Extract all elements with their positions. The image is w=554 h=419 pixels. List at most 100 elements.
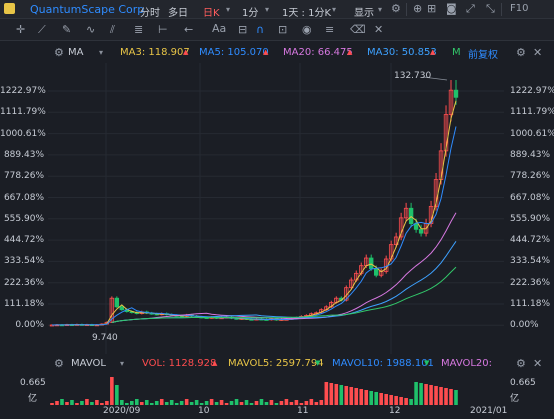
date-label: 11 [297,406,309,416]
volume-bar [154,401,159,405]
tab-range[interactable]: 1天 : 1分K [282,8,332,19]
arrow-left-icon[interactable]: ← [184,23,194,36]
volume-bar [229,401,234,405]
volume-bar [389,395,393,405]
chevron-down-icon[interactable]: ▾ [99,48,104,57]
ma-indicator-name[interactable]: MA [68,47,84,58]
layers-icon[interactable]: ≡ [325,23,335,36]
tab-daily-k[interactable]: 日K [203,8,220,19]
ruler-icon[interactable]: ⊟ [238,23,248,36]
price-axis-label: 1000.61% [0,128,46,139]
volume-bar [319,400,324,405]
volume-bar [164,402,169,405]
volume-bar [329,383,334,405]
volume-bar [439,387,443,405]
ma60-value: M [452,47,461,58]
close-icon[interactable]: ✕ [533,357,543,370]
chevron-down-icon[interactable]: ▾ [265,5,270,14]
settings-icon[interactable]: ⚙ [516,46,526,59]
settings-icon[interactable]: ⚙ [391,2,401,15]
candle [114,297,120,308]
ma-legend: ⚙ MA ▾ MA3: 118.907 ▲ MA5: 105.070 ▲ MA2… [0,41,554,63]
volume-bar [194,400,199,405]
mavol10-value: MAVOL10: 1988.101 [332,358,434,369]
settings-icon[interactable]: ⚙ [516,357,526,370]
parallel-icon[interactable]: ⫽ [110,23,115,36]
chevron-down-icon[interactable]: ▾ [120,359,125,368]
volume-bar [239,402,244,405]
volume-bar [304,401,309,405]
camera-icon[interactable]: ◙ [446,2,457,15]
price-axis-label: 444.72% [3,235,44,246]
vol-indicator-name[interactable]: MAVOL [71,358,106,369]
price-axis-label: 1111.79% [0,107,46,118]
channel-icon[interactable]: ∿ [86,23,96,36]
pen-icon[interactable]: ✎ [62,23,72,36]
magnet-icon[interactable]: ∩ [256,23,265,36]
chevron-down-icon[interactable]: ▾ [378,5,383,14]
close-icon[interactable]: ✕ [374,23,384,36]
volume-chart[interactable] [48,374,504,405]
candle [49,324,55,327]
price-axis-label: 1222.97% [0,86,46,96]
volume-bar [379,393,383,405]
price-axis-label: 333.54% [510,256,551,267]
trash-icon[interactable]: ⌫ [350,23,366,36]
volume-bar [50,403,54,405]
close-icon[interactable]: ✕ [533,46,543,59]
price-axis-label: 1111.79% [510,107,554,118]
lock-icon[interactable]: ⊡ [278,23,288,36]
candle [408,207,414,224]
high-marker-line [422,76,448,81]
candle [109,297,115,323]
text-icon[interactable]: Aa [212,22,227,35]
trendline-icon[interactable]: ⟋ [38,23,46,36]
volume-bar [134,399,139,405]
range-icon[interactable]: ⊢ [158,23,168,36]
price-axis-label: 111.18% [510,299,551,309]
price-axis-label: 778.26% [3,171,44,182]
tab-1min[interactable]: 1分 [242,8,259,19]
volume-bar [95,400,99,405]
volume-bar [269,400,274,405]
price-axis-label: 667.08% [510,192,551,203]
eye-icon[interactable]: ◉ [302,23,312,36]
ma3-line [51,100,457,326]
vol-axis-left-unit: 亿 [28,394,38,404]
volume-bar [100,403,104,405]
adjust-label[interactable]: 前复权 [468,50,498,61]
settings-icon[interactable]: ⚙ [54,357,64,370]
volume-bar [209,399,214,405]
compare-icon[interactable]: ⊕ [413,2,423,15]
fib-icon[interactable]: ≣ [134,23,144,36]
price-axis-label: 555.90% [510,213,551,224]
expand-icon[interactable]: ⤢ [466,2,475,15]
layout-icon[interactable]: ⊞ [427,2,437,15]
mavol5-value: MAVOL5: 2597.794 [228,358,324,369]
f10-button[interactable]: F10 [510,3,529,14]
price-axis-label: 333.54% [3,256,44,267]
vol-arrow: ▲ [212,359,218,367]
volume-bar [374,392,378,405]
stock-name[interactable]: QuantumScape Corp [30,3,145,16]
candle [119,306,125,311]
fullscreen-icon[interactable]: ⤡ [486,2,495,15]
ma20-value: MA20: 66.475 [283,47,353,58]
volume-bar [334,384,339,405]
volume-bar [189,402,194,405]
display-menu[interactable]: 显示 [354,8,374,19]
tab-multiday[interactable]: 多日 [168,8,188,19]
volume-bar [184,399,189,405]
crosshair-icon[interactable]: ✛ [16,23,26,36]
ma30-line [111,241,457,323]
header-bar: QuantumScape Corp 分时 多日 日K ▾ 1分 ▾ 1天 : 1… [0,0,554,19]
volume-bar [284,399,289,405]
chevron-down-icon[interactable]: ▾ [226,5,231,14]
volume-bar [289,402,294,405]
price-axis-label: 111.18% [3,299,44,309]
tab-timeshare[interactable]: 分时 [140,8,160,19]
settings-icon[interactable]: ⚙ [54,46,64,59]
candlestick-chart[interactable] [48,63,504,354]
chevron-down-icon[interactable]: ▾ [332,5,337,14]
volume-bar [199,403,204,405]
